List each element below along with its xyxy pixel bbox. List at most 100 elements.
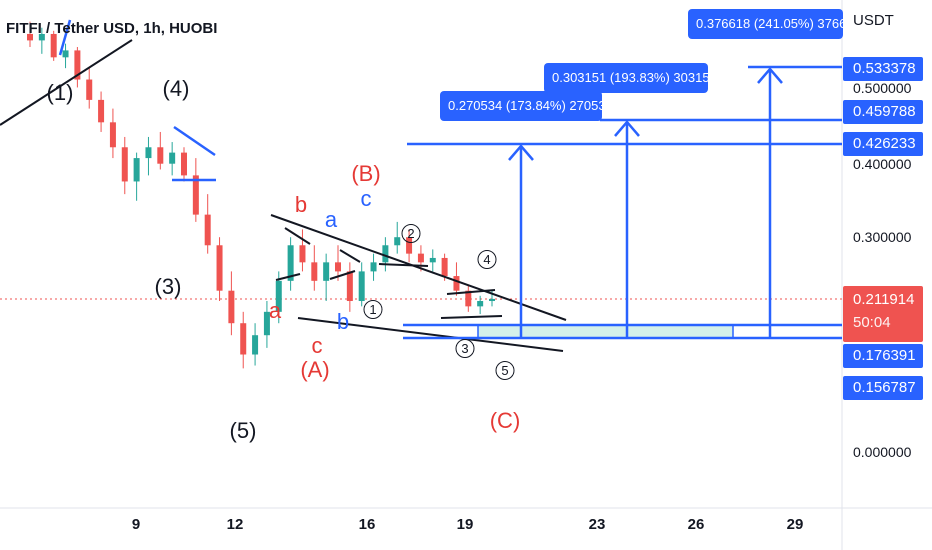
candle-body bbox=[453, 276, 460, 291]
wave-label-circle-4: 4 bbox=[477, 250, 497, 269]
subwave-line-6 bbox=[446, 289, 496, 295]
currency-unit-label[interactable]: USDT bbox=[853, 12, 894, 29]
subwave-line-2 bbox=[329, 270, 356, 280]
target-arrow-2-head bbox=[614, 120, 640, 137]
current-price-badge[interactable]: 0.211914 50:04 bbox=[843, 286, 923, 342]
y-tick-label: 0.500000 bbox=[853, 80, 912, 96]
candlestick-series bbox=[27, 21, 495, 369]
candle-body bbox=[109, 122, 116, 148]
candle-body bbox=[323, 262, 330, 281]
y-tick-label: 0.000000 bbox=[853, 444, 912, 460]
candle-body bbox=[27, 33, 33, 41]
target-zone bbox=[477, 324, 734, 339]
candle-body bbox=[299, 245, 306, 263]
candle-body bbox=[192, 175, 199, 215]
candle-body bbox=[181, 152, 187, 176]
trendline-upper bbox=[0, 39, 133, 126]
symbol-title[interactable]: FITFI / Tether USD, 1h, HUOBI bbox=[6, 20, 218, 37]
wave-label-a-blue: a bbox=[324, 207, 338, 232]
candle-body bbox=[145, 147, 152, 159]
candle-body bbox=[417, 253, 424, 263]
candle-body bbox=[382, 245, 389, 263]
candle-body bbox=[441, 257, 448, 277]
x-tick-label: 19 bbox=[456, 516, 474, 533]
x-tick-label: 26 bbox=[687, 516, 705, 533]
candle-body bbox=[465, 290, 472, 307]
x-tick-label: 12 bbox=[226, 516, 244, 533]
subwave-line-5 bbox=[378, 263, 429, 267]
wave-label-b-red: b bbox=[294, 192, 308, 217]
wave-label-a-red: a bbox=[268, 298, 282, 323]
x-tick-label: 23 bbox=[588, 516, 606, 533]
wave-label-B: (B) bbox=[351, 161, 381, 186]
candle-body bbox=[240, 323, 247, 355]
triangle-upper-line bbox=[270, 214, 567, 321]
candle-body bbox=[370, 262, 377, 272]
candle-body bbox=[157, 147, 164, 164]
price-level-badge[interactable]: 0.533378 bbox=[843, 57, 923, 81]
candle-body bbox=[204, 214, 211, 246]
triangle-lower-line bbox=[297, 317, 564, 352]
wave-label-A: (A) bbox=[300, 357, 330, 382]
fib-projection-lines bbox=[58, 19, 842, 340]
target-arrow-3-head bbox=[757, 67, 783, 84]
y-tick-label: 0.300000 bbox=[853, 229, 912, 245]
candle-body bbox=[477, 301, 484, 307]
wave-label-c-red: c bbox=[311, 333, 323, 358]
wave-label-circle-2: 2 bbox=[401, 224, 421, 243]
trendlines bbox=[0, 39, 567, 352]
candle-body bbox=[358, 271, 365, 302]
wave-label-4: (4) bbox=[162, 76, 190, 101]
price-level-badge[interactable]: 0.176391 bbox=[843, 344, 923, 368]
candle-body bbox=[263, 311, 270, 336]
candle-body bbox=[86, 79, 93, 100]
candle-countdown: 50:04 bbox=[853, 314, 891, 331]
target-label-1[interactable]: 0.270534 (173.84%) 270534 bbox=[440, 91, 602, 121]
wave-label-C: (C) bbox=[489, 408, 521, 433]
candle-body bbox=[335, 262, 341, 272]
candle-body bbox=[275, 280, 282, 312]
candle-body bbox=[287, 245, 294, 281]
wave-label-b-blue: b bbox=[336, 309, 350, 334]
subwave-line-1 bbox=[275, 273, 301, 281]
current-price-value: 0.211914 bbox=[853, 291, 915, 308]
wave-label-1: (1) bbox=[46, 80, 74, 105]
candle-body bbox=[216, 245, 223, 291]
target-label-2[interactable]: 0.303151 (193.83%) 303151 bbox=[544, 63, 708, 93]
candle-body bbox=[50, 33, 57, 58]
x-tick-label: 29 bbox=[786, 516, 804, 533]
candle-body bbox=[38, 33, 45, 41]
wave-label-circle-1: 1 bbox=[363, 300, 383, 319]
wave-label-c-blue: c bbox=[360, 186, 372, 211]
wave-label-5: (5) bbox=[229, 418, 257, 443]
wave-label-circle-3: 3 bbox=[455, 339, 475, 358]
candle-body bbox=[489, 298, 495, 302]
candle-body bbox=[121, 147, 128, 182]
price-level-badge[interactable]: 0.459788 bbox=[843, 100, 923, 124]
candle-body bbox=[74, 50, 81, 80]
blue-wave1-line bbox=[58, 19, 72, 56]
target-label-3[interactable]: 0.376618 (241.05%) 376618 bbox=[688, 9, 843, 39]
candle-body bbox=[62, 50, 69, 58]
subwave-line-4 bbox=[339, 249, 361, 263]
subwave-line-7 bbox=[440, 315, 503, 319]
candle-body bbox=[133, 158, 140, 182]
candle-body bbox=[252, 335, 259, 355]
price-level-badge[interactable]: 0.426233 bbox=[843, 132, 923, 156]
candle-body bbox=[98, 99, 105, 123]
wave-label-3: (3) bbox=[154, 274, 182, 299]
subwave-line-3 bbox=[284, 227, 311, 245]
blue-triangle-top bbox=[173, 125, 216, 157]
price-level-badge[interactable]: 0.156787 bbox=[843, 376, 923, 400]
candle-body bbox=[346, 271, 353, 302]
candle-body bbox=[169, 152, 176, 164]
x-tick-label: 9 bbox=[131, 516, 141, 533]
x-tick-label: 16 bbox=[358, 516, 376, 533]
y-tick-label: 0.400000 bbox=[853, 156, 912, 172]
candle-body bbox=[429, 257, 436, 263]
wave-label-circle-5: 5 bbox=[495, 361, 515, 380]
candle-body bbox=[394, 237, 401, 246]
candle-body bbox=[406, 237, 413, 254]
candle-body bbox=[311, 262, 318, 281]
